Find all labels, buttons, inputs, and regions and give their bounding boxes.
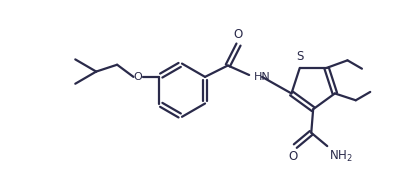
- Text: O: O: [233, 28, 243, 41]
- Text: S: S: [295, 50, 303, 63]
- Text: O: O: [288, 150, 297, 163]
- Text: NH$_2$: NH$_2$: [328, 149, 352, 164]
- Text: O: O: [133, 72, 142, 82]
- Text: HN: HN: [253, 72, 270, 82]
